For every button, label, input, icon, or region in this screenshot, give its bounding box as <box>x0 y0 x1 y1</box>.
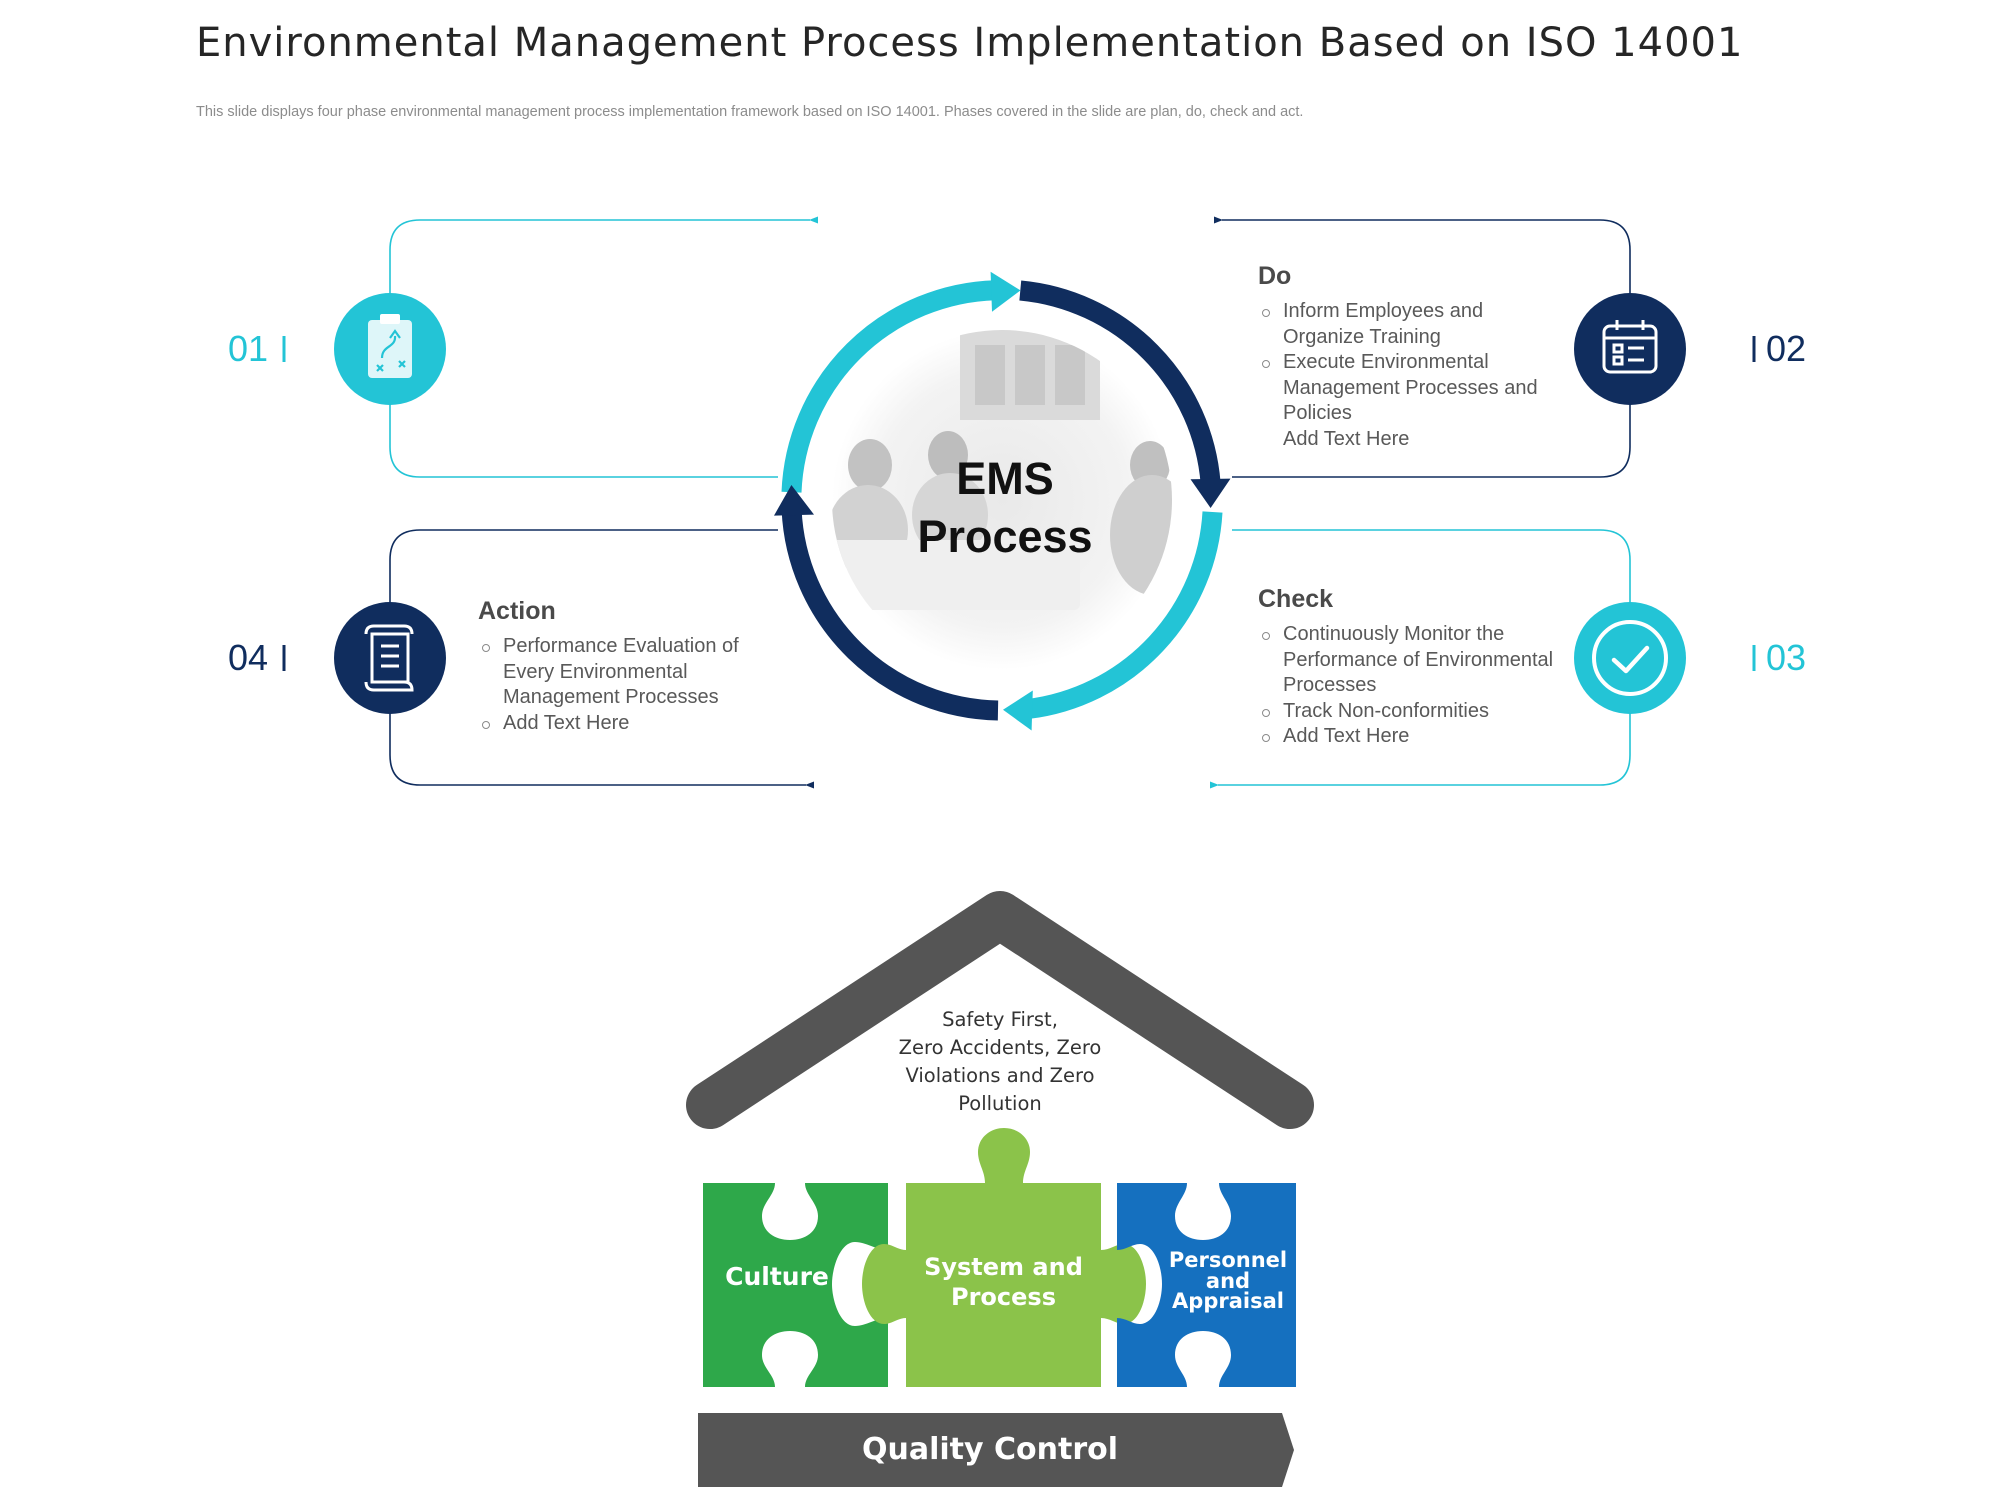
cycle-arc-top-left <box>781 280 996 493</box>
cycle-arrowheads <box>774 271 1231 731</box>
house-roof <box>686 891 1314 1129</box>
house-graphic <box>686 891 1314 1487</box>
phase-02-list: Inform Employees and Organize Training E… <box>1258 299 1558 452</box>
phase-04-title: Action <box>478 597 556 625</box>
puzzle-piece-middle <box>862 1128 1146 1387</box>
phase-04-item: Performance Evaluation of Every Environm… <box>478 634 768 711</box>
phase-04-item: Add Text Here <box>478 711 768 737</box>
roof-text: Safety First, Zero Accidents, Zero Viola… <box>870 1006 1130 1118</box>
piece-right-label: Personnel and Appraisal <box>1160 1250 1296 1312</box>
phase-04-block: Action Performance Evaluation of Every E… <box>478 597 768 736</box>
quality-control-banner <box>698 1413 1294 1487</box>
piece-middle-label: System and Process <box>906 1252 1101 1312</box>
phase-02-block: Do Inform Employees and Organize Trainin… <box>1258 262 1558 452</box>
ems-process-label: EMS Process <box>910 450 1100 566</box>
phase-04-number: 04 <box>228 637 269 678</box>
piece-right-line: Appraisal <box>1172 1289 1284 1313</box>
connector-01 <box>389 216 818 478</box>
phase-04-icon <box>334 602 446 714</box>
phase-03-item: Track Non-conformities <box>1258 699 1558 725</box>
phase-02-item: Inform Employees and Organize Training <box>1258 299 1558 350</box>
calendar-checklist-icon <box>1602 320 1658 374</box>
ems-label-line-1: EMS <box>956 453 1054 504</box>
ems-label-line-2: Process <box>917 511 1093 562</box>
document-scroll-icon <box>364 624 414 692</box>
slide-subtitle: This slide displays four phase environme… <box>196 104 1304 120</box>
roof-text-line: Pollution <box>958 1092 1042 1115</box>
checkmark-icon <box>1611 645 1650 674</box>
phase-03-block: Check Continuously Monitor the Performan… <box>1258 585 1558 750</box>
phase-03-number: 03 <box>1766 637 1807 678</box>
phase-02-icon <box>1574 293 1686 405</box>
cycle-arc-bottom-right <box>1026 511 1223 719</box>
piece-middle-line: Process <box>951 1283 1056 1311</box>
phase-02-title: Do <box>1258 262 1292 290</box>
phase-03-item: Add Text Here <box>1258 724 1558 750</box>
phase-03-title: Check <box>1258 585 1334 613</box>
phase-02-number: 02 <box>1766 328 1807 369</box>
phase-01-number: 01 <box>228 328 269 369</box>
puzzle-piece-right <box>1117 1183 1296 1387</box>
piece-middle-line: System and <box>924 1253 1083 1281</box>
piece-right-line: Personnel <box>1168 1248 1288 1272</box>
roof-text-line: Violations and Zero <box>905 1064 1095 1087</box>
slide-title: Environmental Management Process Impleme… <box>196 20 1744 66</box>
phase-02-item: Add Text Here <box>1283 427 1410 450</box>
piece-right-line: and <box>1205 1268 1251 1293</box>
cycle-arc-top-right <box>1019 280 1221 484</box>
piece-left-label: Culture <box>725 1262 829 1291</box>
phase-04-list: Performance Evaluation of Every Environm… <box>478 634 768 736</box>
phase-03-list: Continuously Monitor the Performance of … <box>1258 622 1558 750</box>
clipboard-strategy-icon <box>368 314 412 378</box>
roof-text-line: Safety First, <box>942 1008 1058 1031</box>
cycle-arc-bottom-left <box>781 509 999 721</box>
cycle-arrows <box>781 280 1223 721</box>
phase-01-icon <box>334 293 446 405</box>
phase-03-icon <box>1574 602 1686 714</box>
quality-control-label: Quality Control <box>861 1432 1119 1467</box>
phase-03-item: Continuously Monitor the Performance of … <box>1258 622 1558 699</box>
roof-text-line: Zero Accidents, Zero <box>898 1036 1102 1059</box>
puzzle-piece-left <box>703 1183 888 1387</box>
phase-02-item: Execute Environmental Management Process… <box>1258 350 1558 427</box>
